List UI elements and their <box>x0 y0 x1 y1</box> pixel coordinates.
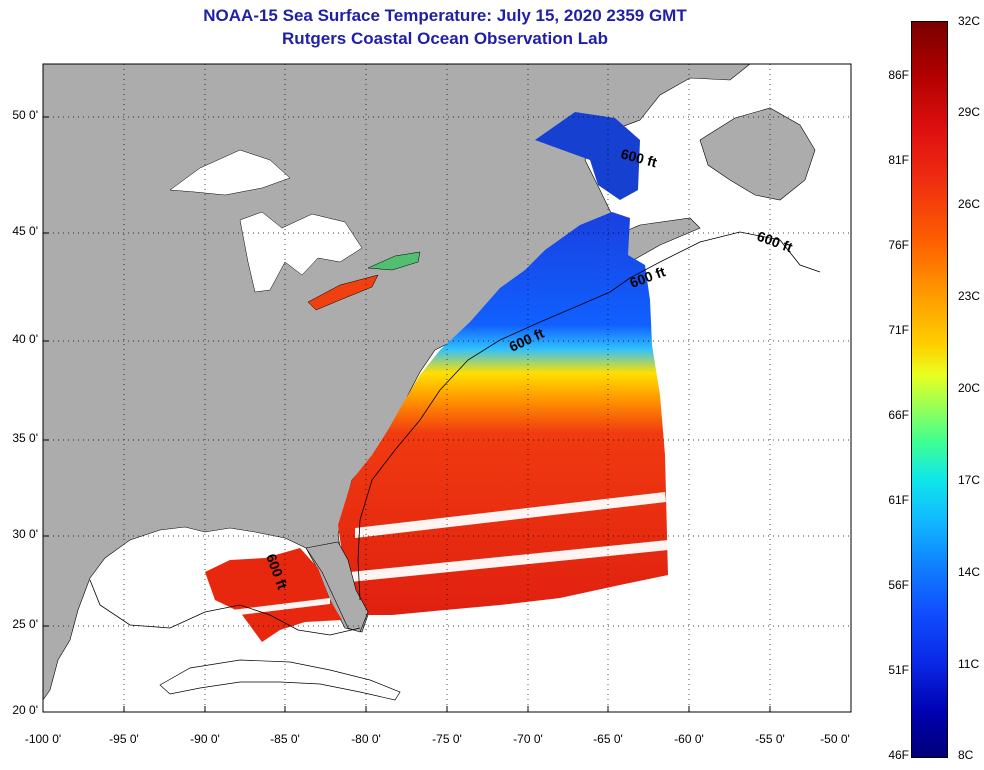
colorbar-c-label: 20C <box>958 381 981 395</box>
longitude-label: -55 0' <box>755 732 785 746</box>
longitude-label: -95 0' <box>109 732 139 746</box>
colorbar-f-label: 86F <box>888 68 909 82</box>
map-title: NOAA-15 Sea Surface Temperature: July 15… <box>203 6 687 25</box>
longitude-label: -65 0' <box>593 732 623 746</box>
latitude-label: 45 0' <box>12 224 38 238</box>
colorbar-f-label: 81F <box>888 153 909 167</box>
colorbar-c-label: 11C <box>958 657 980 671</box>
colorbar-c-label: 26C <box>958 197 981 211</box>
latitude-label: 20 0' <box>12 703 38 717</box>
map-subtitle: Rutgers Coastal Ocean Observation Lab <box>282 29 608 48</box>
land-newfoundland <box>699 107 816 201</box>
lake-erie <box>307 274 379 311</box>
isobath-600ft <box>89 231 821 636</box>
axis-ticks <box>43 116 771 712</box>
sst-atlantic-swath <box>338 212 668 615</box>
sst-gulf-of-mexico <box>205 548 342 642</box>
colorbar-c-label: 17C <box>958 473 981 487</box>
lake-michigan-huron <box>239 211 363 293</box>
cloud-gap-stripe <box>355 492 666 538</box>
lake-ontario <box>367 251 421 271</box>
latitude-label: 35 0' <box>12 431 38 445</box>
land-cuba <box>159 659 401 701</box>
longitude-gridlines <box>123 64 771 712</box>
temperature-colorbar <box>911 21 948 758</box>
longitude-label: -60 0' <box>674 732 704 746</box>
longitude-label: -100 0' <box>24 732 62 746</box>
colorbar-f-label: 66F <box>888 408 909 422</box>
colorbar-f-label: 76F <box>888 238 909 252</box>
latitude-label: 40 0' <box>12 332 38 346</box>
longitude-label: -70 0' <box>513 732 543 746</box>
cloud-gap-stripe <box>350 540 668 582</box>
colorbar-f-label: 71F <box>888 323 909 337</box>
lake-superior <box>169 149 291 196</box>
colorbar-c-label: 14C <box>958 565 981 579</box>
colorbar-c-label: 8C <box>958 748 974 762</box>
longitude-label: -80 0' <box>351 732 381 746</box>
sst-gulf-of-st-lawrence <box>535 112 640 200</box>
colorbar-f-label: 56F <box>888 578 909 592</box>
latitude-label: 50 0' <box>12 108 38 122</box>
land-florida <box>305 541 369 633</box>
latitude-label: 30 0' <box>12 527 38 541</box>
latitude-label: 25 0' <box>12 617 38 631</box>
longitude-label: -50 0' <box>820 732 850 746</box>
colorbar-c-label: 29C <box>958 105 981 119</box>
longitude-label: -85 0' <box>270 732 300 746</box>
colorbar-f-label: 61F <box>888 493 909 507</box>
colorbar-f-label: 51F <box>888 663 909 677</box>
colorbar-c-label: 23C <box>958 289 981 303</box>
colorbar-f-label: 46F <box>888 748 909 762</box>
longitude-label: -90 0' <box>190 732 220 746</box>
colorbar-c-label: 32C <box>958 14 981 28</box>
cloud-gap-stripe <box>215 598 330 618</box>
longitude-label: -75 0' <box>432 732 462 746</box>
